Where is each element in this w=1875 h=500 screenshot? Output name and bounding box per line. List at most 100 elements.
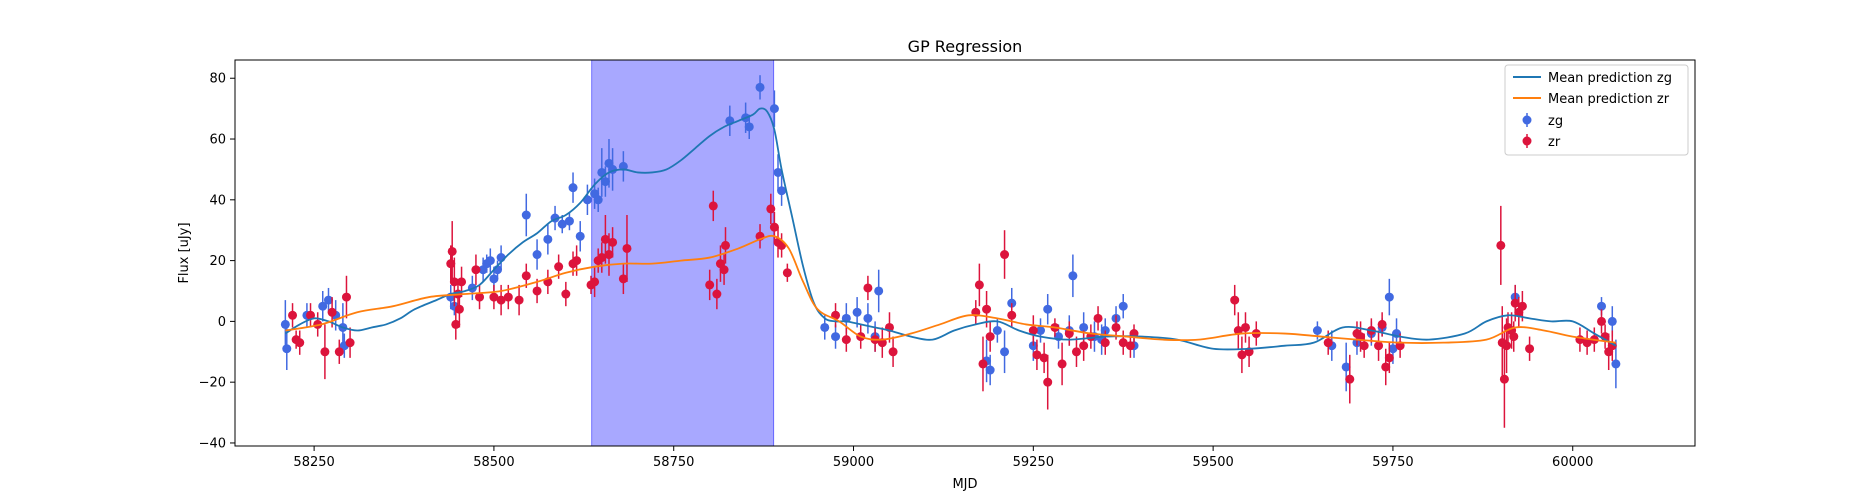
point-zg	[1000, 330, 1010, 374]
marker-zr	[1118, 338, 1128, 348]
y-axis-label: Flux [uJy]	[177, 222, 192, 283]
marker-zr	[1125, 341, 1135, 351]
y-tick-label: 20	[209, 254, 226, 269]
y-tick-label: −40	[199, 436, 226, 451]
marker-zr	[1007, 310, 1017, 320]
point-zr	[1071, 336, 1081, 367]
x-tick-label: 58250	[293, 455, 334, 470]
marker-zr	[1496, 240, 1506, 250]
point-zg	[769, 90, 779, 127]
marker-zr	[1079, 341, 1089, 351]
marker-zr	[1582, 338, 1592, 348]
point-zg	[1341, 342, 1351, 392]
marker-zr	[1384, 353, 1394, 363]
marker-zg	[1611, 359, 1621, 369]
marker-zr	[608, 237, 618, 247]
point-zr	[712, 278, 722, 310]
point-zg	[777, 175, 787, 206]
marker-zr	[1111, 322, 1121, 332]
marker-zr	[1607, 341, 1617, 351]
marker-zr	[863, 283, 873, 293]
point-zr	[1230, 284, 1240, 316]
legend-marker-zr	[1522, 134, 1532, 148]
marker-zg	[1388, 344, 1398, 354]
marker-zr	[769, 222, 779, 232]
marker-zr	[1502, 341, 1512, 351]
point-zr	[1345, 354, 1355, 404]
marker-zr	[618, 274, 628, 284]
marker-zr	[457, 277, 467, 287]
point-zr	[471, 254, 481, 285]
marker-zr	[561, 289, 571, 299]
highlight-span	[591, 59, 775, 447]
legend-marker-zg	[1522, 113, 1532, 127]
marker-zg	[863, 313, 873, 323]
marker-zr	[572, 256, 582, 266]
point-zg	[557, 215, 567, 234]
point-zg	[543, 224, 553, 255]
x-tick-label: 59250	[1013, 455, 1054, 470]
marker-zr	[454, 304, 464, 314]
point-zg	[744, 114, 754, 140]
x-tick-label: 58500	[473, 455, 514, 470]
point-zr	[451, 309, 461, 340]
point-zr	[974, 263, 984, 307]
x-tick-label: 59750	[1372, 455, 1413, 470]
marker-zr	[782, 268, 792, 278]
marker-zg	[777, 186, 787, 196]
marker-zr	[446, 259, 456, 269]
point-zr	[863, 275, 873, 301]
marker-zg	[1384, 292, 1394, 302]
axes-border	[234, 59, 1696, 447]
marker-zr	[1230, 295, 1240, 305]
point-zg	[992, 318, 1002, 343]
point-zg	[1118, 294, 1128, 319]
marker-zg	[820, 322, 830, 332]
marker-zr	[1510, 298, 1520, 308]
legend-label-zr-line: Mean prediction zr	[1548, 92, 1670, 107]
marker-zr	[471, 265, 481, 275]
marker-zg	[1036, 326, 1046, 336]
marker-zg	[1341, 362, 1351, 372]
point-zr	[769, 211, 779, 243]
marker-zg	[489, 274, 499, 284]
point-zr	[719, 254, 729, 285]
y-axis-ticks: −40 −20 0 20 40 60 80	[199, 72, 235, 451]
point-zr	[295, 330, 305, 355]
point-zr	[1118, 330, 1128, 355]
point-zg	[1068, 254, 1078, 298]
marker-zr	[705, 280, 715, 290]
point-zr	[454, 290, 464, 328]
point-zr	[341, 275, 351, 319]
point-zg	[755, 75, 765, 100]
point-zg	[1036, 318, 1046, 343]
y-tick-label: 60	[209, 133, 226, 148]
legend-label-zg-line: Mean prediction zg	[1548, 71, 1672, 86]
marker-zr	[1032, 350, 1042, 360]
point-zg	[852, 297, 862, 328]
point-zr	[888, 336, 898, 367]
y-tick-label: 0	[218, 315, 226, 330]
point-zr	[447, 221, 457, 282]
marker-zr	[1499, 374, 1509, 384]
marker-zr	[841, 335, 851, 345]
errorbar-layer	[280, 75, 1621, 428]
point-zr	[288, 303, 298, 328]
marker-zg	[280, 319, 290, 329]
marker-zg	[1597, 301, 1607, 311]
legend-label-zg: zg	[1548, 114, 1563, 129]
marker-zr	[978, 359, 988, 369]
marker-zr	[1240, 322, 1250, 332]
marker-zr	[447, 246, 457, 256]
point-zr	[334, 339, 344, 364]
point-zr	[618, 263, 628, 295]
point-zg	[485, 248, 495, 273]
marker-zr	[1039, 353, 1049, 363]
point-zr	[841, 327, 851, 352]
point-zr	[978, 336, 988, 392]
point-zr	[985, 321, 995, 352]
point-zr	[489, 284, 499, 310]
point-zr	[622, 215, 632, 282]
marker-zr	[1359, 341, 1369, 351]
marker-zg	[318, 301, 328, 311]
